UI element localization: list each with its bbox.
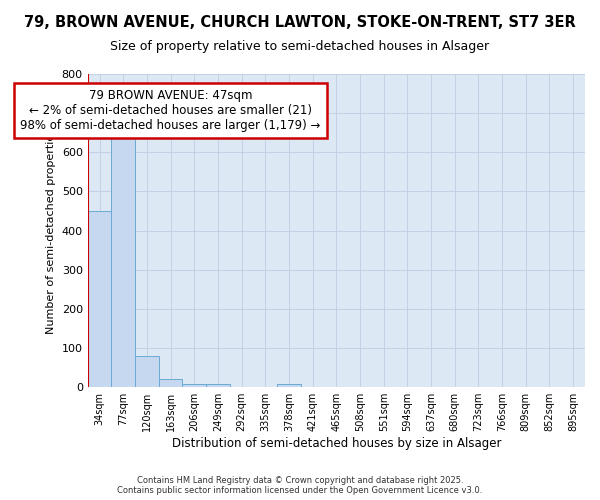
Bar <box>88 211 112 387</box>
Text: 79 BROWN AVENUE: 47sqm
← 2% of semi-detached houses are smaller (21)
98% of semi: 79 BROWN AVENUE: 47sqm ← 2% of semi-deta… <box>20 89 321 132</box>
Text: 79, BROWN AVENUE, CHURCH LAWTON, STOKE-ON-TRENT, ST7 3ER: 79, BROWN AVENUE, CHURCH LAWTON, STOKE-O… <box>24 15 576 30</box>
Y-axis label: Number of semi-detached properties: Number of semi-detached properties <box>46 128 56 334</box>
Text: Size of property relative to semi-detached houses in Alsager: Size of property relative to semi-detach… <box>110 40 490 53</box>
X-axis label: Distribution of semi-detached houses by size in Alsager: Distribution of semi-detached houses by … <box>172 437 501 450</box>
Bar <box>135 356 159 387</box>
Bar <box>277 384 301 387</box>
Bar <box>206 384 230 387</box>
Bar <box>159 380 182 387</box>
Bar <box>112 134 135 387</box>
Text: Contains HM Land Registry data © Crown copyright and database right 2025.
Contai: Contains HM Land Registry data © Crown c… <box>118 476 482 495</box>
Bar <box>182 384 206 387</box>
